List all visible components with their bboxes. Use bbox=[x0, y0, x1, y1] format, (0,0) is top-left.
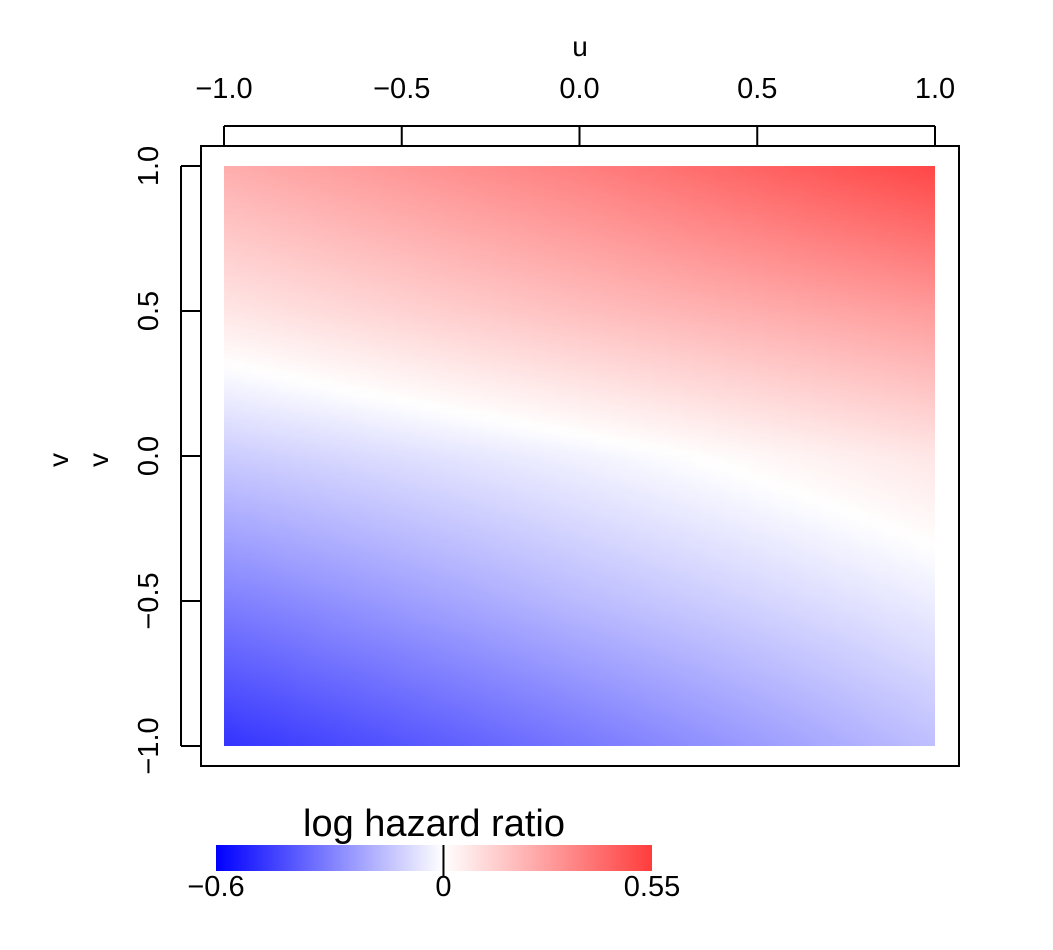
x-tick-label: −1.0 bbox=[195, 73, 252, 105]
colorbar-label: −0.6 bbox=[187, 871, 244, 903]
colorbar-title: log hazard ratio bbox=[303, 803, 565, 845]
y-tick-label: −1.0 bbox=[133, 717, 165, 774]
colorbar-legend: log hazard ratio −0.6 0 0.55 bbox=[187, 803, 680, 903]
x-tick-label: 0.5 bbox=[737, 73, 777, 105]
x-tick-label: 1.0 bbox=[915, 73, 955, 105]
colorbar-label: 0 bbox=[435, 871, 451, 903]
y-axis-title-secondary: v bbox=[83, 453, 114, 467]
colorbar-label: 0.55 bbox=[624, 871, 680, 903]
heatmap-plot bbox=[224, 166, 935, 746]
y-tick-label: 0.5 bbox=[133, 291, 165, 331]
x-axis-title: u bbox=[572, 31, 588, 62]
x-tick-label: 0.0 bbox=[559, 73, 599, 105]
y-tick-label: −0.5 bbox=[133, 572, 165, 629]
heatmap-surface bbox=[224, 166, 935, 746]
y-tick-label: 1.0 bbox=[133, 146, 165, 186]
y-axis: −1.0 −0.5 0.0 0.5 1.0 bbox=[133, 146, 201, 775]
x-tick-label: −0.5 bbox=[373, 73, 430, 105]
y-axis-title: v bbox=[43, 453, 74, 467]
colorbar bbox=[216, 845, 652, 871]
y-tick-label: 0.0 bbox=[133, 436, 165, 476]
x-axis: −1.0 −0.5 0.0 0.5 1.0 bbox=[195, 73, 955, 146]
